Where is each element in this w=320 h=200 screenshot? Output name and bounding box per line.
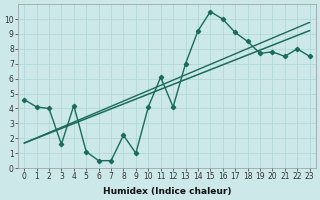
X-axis label: Humidex (Indice chaleur): Humidex (Indice chaleur): [103, 187, 231, 196]
